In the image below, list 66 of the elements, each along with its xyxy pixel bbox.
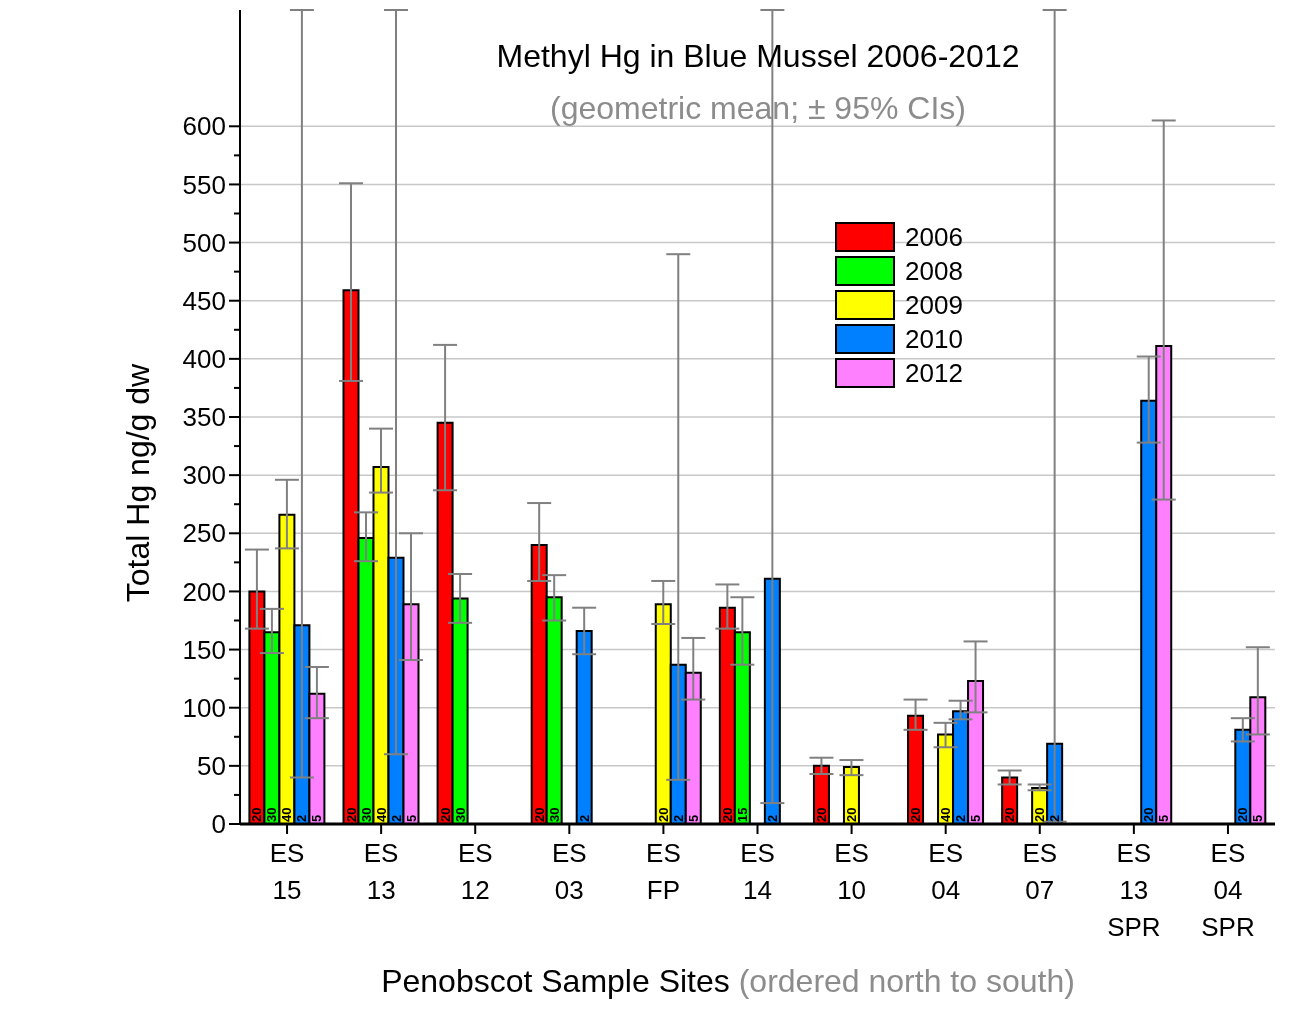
annotation: 20 <box>844 807 859 822</box>
annotation: 20 <box>814 807 829 822</box>
y-tick-label: 400 <box>182 343 226 374</box>
annotation: 30 <box>452 807 468 822</box>
y-axis-title: Total Hg ng/g dw <box>119 363 157 603</box>
annotation: 5 <box>403 814 419 822</box>
x-tick-label: ES 14 <box>740 838 775 905</box>
x-tick-label: ES 12 <box>457 838 493 905</box>
x-tick-label: ES 13 SPR <box>1107 838 1161 942</box>
annotation: 5 <box>1250 814 1266 822</box>
annotation: 2 <box>576 814 592 822</box>
annotation: 2 <box>388 814 404 822</box>
annotation: 20 <box>1141 807 1157 822</box>
y-tick-label: 100 <box>182 692 226 723</box>
annotation: 20 <box>908 807 924 822</box>
y-tick-label: 150 <box>182 634 226 665</box>
text: Methyl Hg in Blue Mussel 2006-2012 <box>495 38 1021 75</box>
legend-label: 2012 <box>905 357 963 389</box>
legend-label: 2009 <box>905 289 963 321</box>
y-tick-label: 500 <box>182 227 226 258</box>
x-tick-label: ES 04 <box>928 838 964 905</box>
x-tick-label: ES FP <box>646 838 681 905</box>
annotation: 5 <box>968 814 984 822</box>
annotation: 20 <box>249 807 265 822</box>
y-tick-label: 550 <box>182 169 226 200</box>
annotation: 20 <box>1032 807 1048 822</box>
annotation: 40 <box>373 807 389 822</box>
y-tick-label: 50 <box>197 750 226 781</box>
annotation: 40 <box>938 807 954 822</box>
y-tick-label: 250 <box>182 518 226 549</box>
annotation: 2 <box>670 814 686 822</box>
annotation: 2 <box>953 814 969 822</box>
annotation: 20 <box>343 807 359 822</box>
y-tick-label: 450 <box>182 285 226 316</box>
legend-label: 2006 <box>905 221 963 253</box>
annotation: 20 <box>719 807 735 822</box>
x-tick-label: ES 04 SPR <box>1201 838 1255 942</box>
x-axis-title: Penobscot Sample Sites (ordered north to south) <box>381 963 1075 999</box>
legend-label: 2010 <box>905 323 963 355</box>
annotation: 5 <box>309 814 325 822</box>
annotation: 5 <box>1156 814 1172 822</box>
annotation: 2 <box>294 814 310 822</box>
annotation: 30 <box>358 807 374 822</box>
annotation: 5 <box>685 814 701 822</box>
y-tick-label: 200 <box>182 576 226 607</box>
x-tick-label: ES 10 <box>834 838 869 905</box>
y-tick-label: 600 <box>182 111 226 142</box>
annotation: 30 <box>264 807 280 822</box>
y-tick-label: 350 <box>182 402 226 433</box>
x-tick-label: ES 13 <box>363 838 399 905</box>
annotation: 20 <box>655 807 671 822</box>
x-tick-label: ES 03 <box>551 838 587 905</box>
annotation: 20 <box>1235 807 1251 822</box>
annotation: 30 <box>546 807 562 822</box>
annotation: 2 <box>1047 814 1063 822</box>
annotation: 20 <box>531 807 547 822</box>
annotation: 20 <box>1002 807 1018 822</box>
y-tick-label: 300 <box>182 460 226 491</box>
y-tick-label: 0 <box>211 809 226 840</box>
annotation: 15 <box>734 807 750 822</box>
annotation: 20 <box>437 807 453 822</box>
x-tick-label: ES 07 <box>1022 838 1058 905</box>
legend-label: 2008 <box>905 255 963 287</box>
x-tick-label: ES 15 <box>269 838 305 905</box>
annotation: 40 <box>279 807 295 822</box>
annotation: 2 <box>764 814 780 822</box>
